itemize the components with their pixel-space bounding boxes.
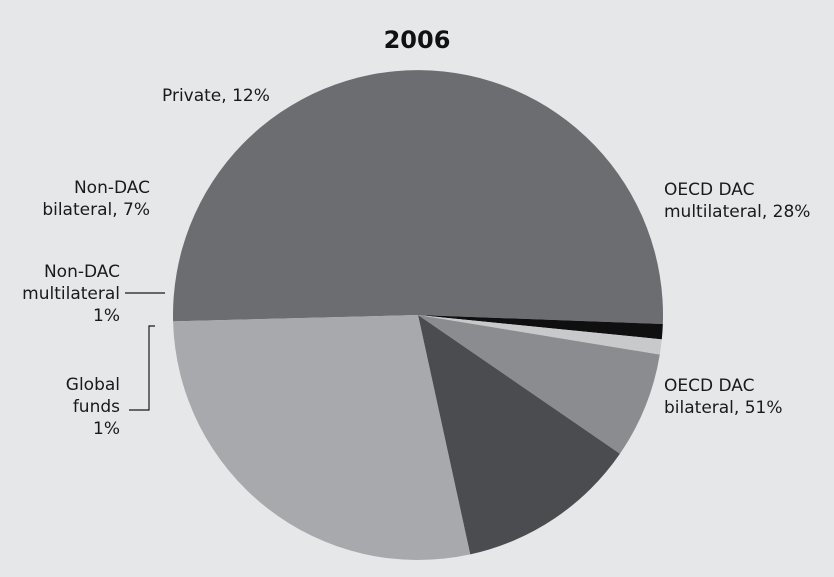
slice-label-oecd-dac-bilateral: OECD DAC bilateral, 51% (664, 376, 783, 418)
slice-label-line: Global (66, 375, 120, 395)
leader-lines (125, 292, 165, 411)
pie-slice-non-dac-multilateral (418, 315, 662, 355)
slice-label-line: Non-DAC (44, 262, 120, 282)
pie-slice-non-dac-bilateral (418, 315, 660, 454)
slice-label-non-dac-bilateral: Non-DAC bilateral, 7% (42, 178, 150, 220)
slice-label-line: OECD DAC (664, 180, 754, 200)
slice-label-line: funds (73, 397, 120, 417)
slice-label-private: Private, 12% (162, 86, 270, 106)
slice-label-line: 1% (93, 306, 120, 326)
slice-label-line: OECD DAC (664, 376, 754, 396)
slice-label-line: bilateral, 7% (42, 200, 150, 220)
slice-labels: OECD DAC bilateral, 51%Global funds 1%Non-D… (22, 86, 810, 439)
slice-label-global-funds: Global funds 1% (66, 375, 120, 439)
slice-label-line: bilateral, 51% (664, 398, 783, 418)
slice-label-line: 1% (93, 419, 120, 439)
slice-label-non-dac-multilateral: Non-DAC multilateral 1% (22, 262, 120, 326)
pie-slices (172, 70, 663, 561)
chart-title: 2006 (384, 26, 451, 54)
leader-line-global-funds (129, 325, 155, 411)
pie-slice-oecd-dac-multilateral (173, 315, 471, 561)
slice-label-line: Private, 12% (162, 86, 270, 106)
pie-slice-oecd-dac-bilateral (172, 70, 663, 324)
pie-slice-global-funds (418, 315, 663, 340)
slice-label-oecd-dac-multilateral: OECD DAC multilateral, 28% (664, 180, 810, 222)
pie-slice-private (418, 315, 620, 555)
slice-label-line: multilateral (22, 284, 120, 304)
slice-label-line: Non-DAC (74, 178, 150, 198)
slice-label-line: multilateral, 28% (664, 202, 810, 222)
